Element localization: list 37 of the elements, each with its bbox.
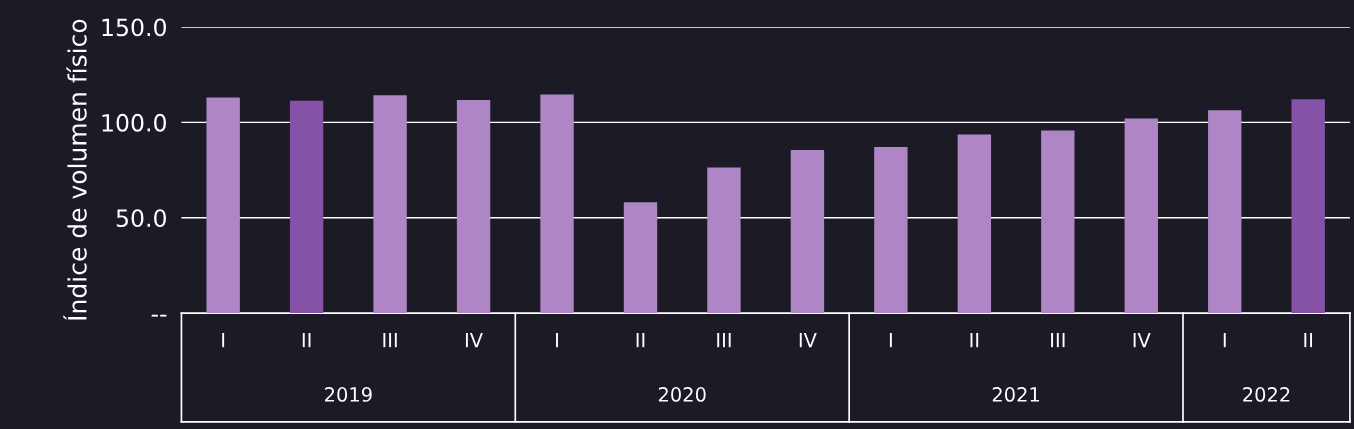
bar — [540, 94, 574, 314]
x-tick-label: III — [1051, 332, 1065, 348]
x-tick-label: II — [970, 332, 979, 348]
bar — [206, 97, 240, 314]
x-tick-label: I — [1223, 332, 1226, 348]
bar — [456, 99, 491, 314]
text: 2022 — [1243, 387, 1290, 402]
x-tick-label: II — [636, 332, 645, 348]
bar — [957, 134, 992, 314]
x-tick-label: I — [222, 332, 225, 348]
bar — [790, 150, 825, 314]
bar — [1041, 130, 1075, 314]
x-tick-label: III — [717, 332, 731, 348]
bar — [1291, 99, 1325, 314]
y-tick-label: -- — [151, 314, 167, 317]
x-tick-label: IV — [465, 332, 483, 348]
text: 2019 — [325, 387, 372, 402]
x-tick-label: IV — [799, 332, 817, 348]
bar — [707, 167, 741, 314]
bar — [289, 100, 324, 314]
y-tick-label: 100.0 — [102, 113, 166, 132]
x-tick-label: I — [889, 332, 892, 348]
y-tick-label: 150.0 — [102, 18, 166, 37]
bar — [1124, 118, 1158, 314]
y-axis-title: Índice de volumen físico — [63, 19, 87, 320]
text: 2021 — [992, 387, 1040, 402]
x-tick-label: II — [1304, 332, 1313, 348]
x-tick-label: III — [383, 332, 397, 348]
y-tick-label: 50.0 — [116, 209, 166, 228]
x-tick-label: I — [556, 332, 558, 348]
bar — [874, 147, 908, 314]
bar — [1208, 110, 1242, 314]
x-tick-label: IV — [1133, 332, 1151, 348]
text: 2020 — [658, 387, 706, 402]
bar — [373, 95, 407, 314]
x-tick-label: II — [302, 332, 311, 348]
bar — [623, 202, 658, 314]
